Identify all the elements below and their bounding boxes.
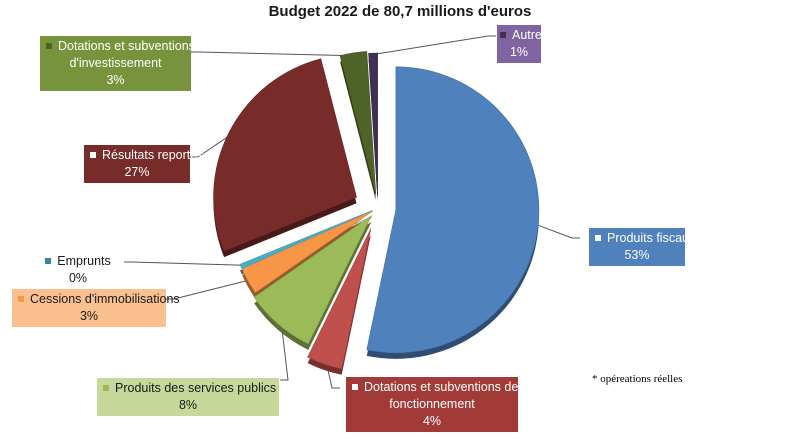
label-autres: Autres 1%	[497, 25, 548, 63]
pie-slice	[339, 51, 377, 195]
pie-slice	[241, 210, 373, 294]
label-text-2: fonctionnement	[389, 397, 475, 411]
leader-line	[191, 51, 354, 57]
leader-line	[166, 279, 251, 300]
pie-slice	[307, 228, 372, 370]
label-dotations-investissement: Dotations et subventions d'investissemen…	[40, 36, 195, 91]
pie-slice	[213, 58, 357, 252]
legend-marker-icon	[595, 234, 601, 241]
legend-marker-icon	[18, 295, 24, 302]
label-text: Produits fiscaux	[607, 231, 696, 245]
pie-slices	[213, 51, 540, 375]
label-text: Autres	[512, 28, 549, 42]
legend-marker-icon	[500, 31, 506, 38]
label-text: Produits des services publics	[115, 381, 277, 395]
pie-slice	[239, 210, 373, 269]
leader-line	[280, 320, 289, 381]
label-dotations-fonctionnement: Dotations et subventions de fonctionneme…	[346, 377, 518, 432]
leader-lines	[124, 35, 580, 389]
legend-marker-icon	[352, 383, 358, 390]
label-text: Emprunts	[57, 254, 111, 268]
label-pct: 1%	[509, 45, 529, 59]
label-text: Résultats reportés	[102, 148, 204, 162]
label-text-2: d'investissement	[69, 56, 162, 70]
label-text: Cessions d'immobilisations	[30, 292, 180, 306]
label-cessions: Cessions d'immobilisations 3%	[12, 289, 180, 327]
label-text: Dotations et subventions de	[364, 380, 519, 394]
legend-marker-icon	[90, 151, 96, 158]
legend-marker-icon	[46, 42, 52, 49]
legend-marker-icon	[45, 257, 52, 264]
leader-line	[190, 133, 232, 158]
leader-line	[535, 223, 580, 239]
label-produits-fiscaux: Produits fiscaux 53%	[589, 228, 695, 266]
footnote: * opéreations réelles	[592, 373, 683, 385]
label-pct: 8%	[178, 398, 198, 412]
label-emprunts: Emprunts 0%	[30, 251, 126, 289]
label-pct: 27%	[124, 165, 150, 179]
label-text: Dotations et subventions	[58, 39, 195, 53]
label-pct: 3%	[79, 309, 99, 323]
label-pct: 4%	[422, 414, 442, 428]
chart-title: Budget 2022 de 80,7 millions d'euros	[268, 3, 532, 20]
pie-slice	[366, 66, 540, 354]
pie-slice	[368, 52, 378, 197]
label-pct: 0%	[68, 271, 88, 285]
leader-line	[373, 35, 496, 56]
pie-slice	[253, 215, 372, 345]
label-pct: 53%	[624, 248, 650, 262]
label-services-publics: Produits des services publics 8%	[97, 378, 279, 416]
label-pct: 3%	[106, 73, 125, 87]
label-resultats-reportes: Résultats reportés 27%	[84, 145, 203, 183]
leader-line	[124, 261, 244, 266]
legend-marker-icon	[103, 384, 109, 391]
